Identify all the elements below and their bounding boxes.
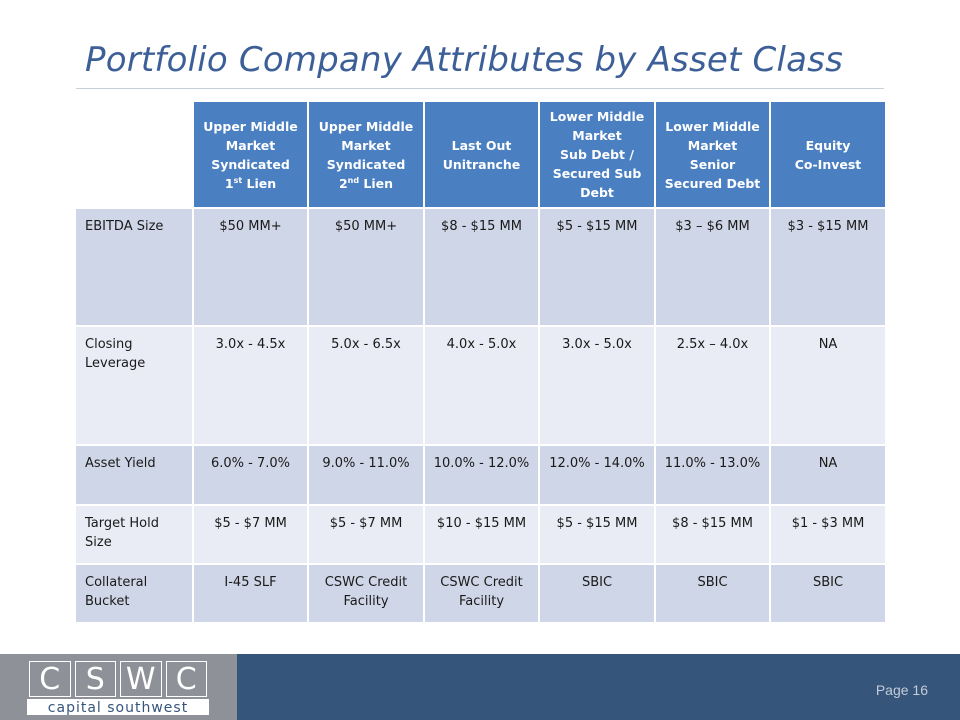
- table-cell: 9.0% - 11.0%: [307, 444, 425, 506]
- title-divider: [76, 88, 884, 89]
- header-lower-middle-senior: Lower Middle Market Senior Secured Debt: [654, 100, 771, 209]
- header-row: Upper Middle Market Syndicated 1st Lien Upp…: [74, 100, 887, 209]
- logo-letter: W: [120, 661, 162, 697]
- row-label: Asset Yield: [74, 444, 194, 506]
- table-cell: NA: [769, 444, 887, 506]
- table-cell: NA: [769, 325, 887, 446]
- row-label: Collateral Bucket: [74, 563, 194, 624]
- table-cell: $10 - $15 MM: [423, 504, 540, 565]
- table-cell: CSWC Credit Facility: [307, 563, 425, 624]
- table-cell: 5.0x - 6.5x: [307, 325, 425, 446]
- table-cell: SBIC: [538, 563, 656, 624]
- page-number: Page 16: [875, 682, 928, 698]
- logo-letter: C: [29, 661, 71, 697]
- table-cell: $3 - $15 MM: [769, 207, 887, 327]
- header-upper-middle-2nd-lien: Upper Middle Market Syndicated 2nd Lien: [307, 100, 425, 209]
- table-cell: $5 - $15 MM: [538, 207, 656, 327]
- table-cell: $50 MM+: [307, 207, 425, 327]
- table-cell: $5 - $7 MM: [307, 504, 425, 565]
- table-row: EBITDA Size $50 MM+ $50 MM+ $8 - $15 MM …: [74, 207, 887, 327]
- header-lower-middle-sub-debt: Lower Middle Market Sub Debt / Secured Sub D…: [538, 100, 656, 209]
- table-row: Target Hold Size $5 - $7 MM $5 - $7 MM $…: [74, 504, 887, 565]
- header-equity-co-invest: Equity Co-Invest: [769, 100, 887, 209]
- table-cell: 6.0% - 7.0%: [192, 444, 309, 506]
- table-row: Asset Yield 6.0% - 7.0% 9.0% - 11.0% 10.…: [74, 444, 887, 506]
- table-cell: $8 - $15 MM: [654, 504, 771, 565]
- table-cell: 12.0% - 14.0%: [538, 444, 656, 506]
- table-cell: $50 MM+: [192, 207, 309, 327]
- table-cell: $5 - $7 MM: [192, 504, 309, 565]
- header-blank-cell: [74, 100, 194, 209]
- header-upper-middle-1st-lien: Upper Middle Market Syndicated 1st Lien: [192, 100, 309, 209]
- table-cell: I-45 SLF: [192, 563, 309, 624]
- table-cell: 4.0x - 5.0x: [423, 325, 540, 446]
- asset-class-table: Upper Middle Market Syndicated 1st Lien Upp…: [74, 100, 887, 624]
- table-cell: 3.0x - 5.0x: [538, 325, 656, 446]
- table-cell: 3.0x - 4.5x: [192, 325, 309, 446]
- table-cell: $1 - $3 MM: [769, 504, 887, 565]
- table-cell: SBIC: [654, 563, 771, 624]
- cswc-logo: C S W C: [27, 659, 209, 699]
- page-title: Portfolio Company Attributes by Asset Cl…: [85, 40, 843, 80]
- table-cell: SBIC: [769, 563, 887, 624]
- table-cell: CSWC Credit Facility: [423, 563, 540, 624]
- table-row: Collateral Bucket I-45 SLF CSWC Credit F…: [74, 563, 887, 624]
- row-label: Closing Leverage: [74, 325, 194, 446]
- table-cell: $5 - $15 MM: [538, 504, 656, 565]
- header-last-out-unitranche: Last Out Unitranche: [423, 100, 540, 209]
- logo-letter: S: [74, 661, 116, 697]
- table-cell: 10.0% - 12.0%: [423, 444, 540, 506]
- logo-letter: C: [165, 661, 207, 697]
- table-cell: $8 - $15 MM: [423, 207, 540, 327]
- row-label: Target Hold Size: [74, 504, 194, 565]
- table-cell: 11.0% - 13.0%: [654, 444, 771, 506]
- table-cell: 2.5x – 4.0x: [654, 325, 771, 446]
- table-row: Closing Leverage 3.0x - 4.5x 5.0x - 6.5x…: [74, 325, 887, 446]
- logo-tagline: capital southwest: [47, 700, 189, 716]
- row-label: EBITDA Size: [74, 207, 194, 327]
- table-cell: $3 – $6 MM: [654, 207, 771, 327]
